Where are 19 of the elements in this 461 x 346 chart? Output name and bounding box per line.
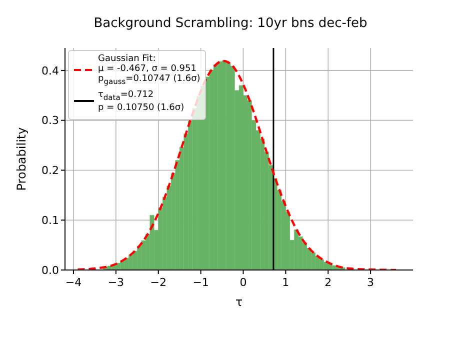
x-tick-label: 2 [324, 276, 332, 289]
y-tick-label: 0.4 [42, 64, 59, 78]
ref-line-label: τ$_{data}$=0.712 p = 0.10750 (1.6σ) [98, 90, 184, 113]
line-series [76, 60, 398, 270]
x-tick-label: 0 [240, 276, 247, 289]
x-tick-label: −3 [108, 276, 124, 289]
x-tick-label: −2 [150, 276, 166, 289]
x-tick-label: 1 [282, 276, 290, 289]
x-tick-label: −1 [192, 276, 209, 289]
x-tick-label: 3 [367, 276, 374, 289]
chart-title: Background Scrambling: 10yr bns dec-feb [92, 16, 368, 31]
legend-label: Gaussian Fit: μ = -0.467, σ = 0.951 p$_{gauss}$=0.10747 (1.6σ) [98, 54, 200, 87]
y-axis-title: Probability [14, 127, 28, 191]
x-tick-label: −4 [65, 276, 82, 289]
y-tick-label: 0.3 [42, 114, 59, 128]
y-tick-label: 0.2 [42, 164, 59, 178]
y-tick-label: 0.0 [42, 264, 59, 277]
x-axis-title: τ [235, 295, 243, 309]
y-tick-label: 0.1 [42, 214, 59, 228]
